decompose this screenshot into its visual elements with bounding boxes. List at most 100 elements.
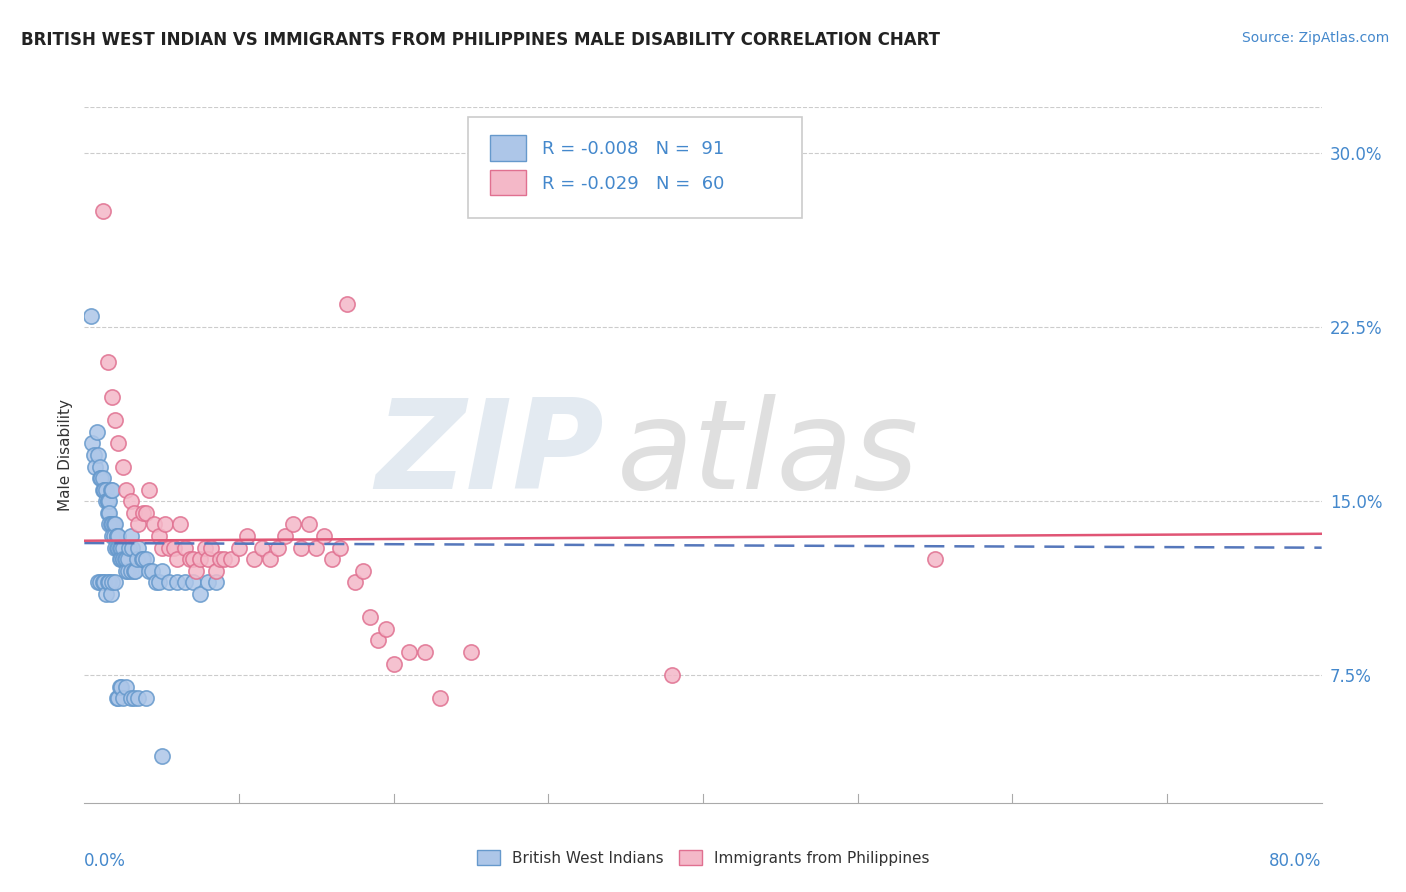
Point [138,483,160,497]
Point [104,413,127,427]
Point [93,483,115,497]
Point [120,529,142,543]
Point [91,483,114,497]
Point [200,541,222,555]
Point [135,552,157,566]
Point [108,680,131,694]
Point [101,517,124,532]
Text: R = -0.008   N =  91: R = -0.008 N = 91 [543,140,724,158]
Point [110,541,132,555]
Point [120,691,142,706]
Point [148,575,170,590]
Point [145,575,167,590]
Point [209,552,232,566]
Point [131,552,153,566]
Point [110,552,132,566]
Point [100,517,122,532]
Point [112,552,135,566]
Point [96,494,118,508]
Point [110,680,132,694]
Point [94,494,117,508]
Point [166,575,188,590]
Point [89,459,111,474]
Point [115,680,138,694]
Point [98,517,121,532]
Point [86,425,108,439]
Point [122,506,145,520]
Point [105,529,128,543]
Point [104,575,127,590]
Point [83,448,105,462]
Point [413,645,436,659]
Point [115,564,138,578]
Point [127,517,149,532]
Point [138,564,160,578]
Point [105,529,128,543]
FancyBboxPatch shape [491,136,526,161]
Point [328,541,352,555]
Point [115,483,138,497]
Point [143,517,166,532]
Point [112,691,135,706]
Point [122,691,145,706]
Point [135,506,157,520]
Point [124,564,146,578]
Point [219,552,242,566]
Text: 0.0%: 0.0% [84,852,127,870]
Point [197,552,219,566]
Point [104,541,127,555]
Point [98,575,121,590]
Point [79,309,101,323]
Point [91,204,114,219]
Point [205,575,228,590]
Point [194,541,217,555]
Point [107,691,129,706]
Point [101,529,124,543]
Point [94,587,117,601]
Point [179,552,201,566]
Point [103,529,125,543]
Point [108,552,131,566]
Point [290,541,312,555]
Point [87,575,110,590]
Point [159,541,180,555]
Point [281,517,305,532]
Text: R = -0.029   N =  60: R = -0.029 N = 60 [543,175,724,193]
Point [90,471,112,485]
Point [274,529,297,543]
Point [107,529,129,543]
Point [98,506,121,520]
Point [89,575,111,590]
Point [184,564,207,578]
Point [212,552,235,566]
Point [169,517,191,532]
Point [205,564,228,578]
Point [100,587,122,601]
Point [343,575,366,590]
Point [117,564,139,578]
Point [148,529,170,543]
Point [197,575,219,590]
Point [93,483,115,497]
Point [96,494,118,508]
Point [336,297,359,311]
Point [105,541,128,555]
Point [460,645,482,659]
Point [107,541,129,555]
Point [120,494,142,508]
Point [132,552,155,566]
Point [132,506,155,520]
Point [117,552,139,566]
Text: 80.0%: 80.0% [1270,852,1322,870]
Point [174,541,197,555]
Point [101,575,124,590]
Point [924,552,946,566]
Point [100,483,122,497]
Point [105,691,128,706]
Point [267,541,290,555]
Point [141,564,163,578]
Point [104,517,127,532]
Point [297,517,319,532]
Point [382,657,405,671]
Point [243,552,266,566]
